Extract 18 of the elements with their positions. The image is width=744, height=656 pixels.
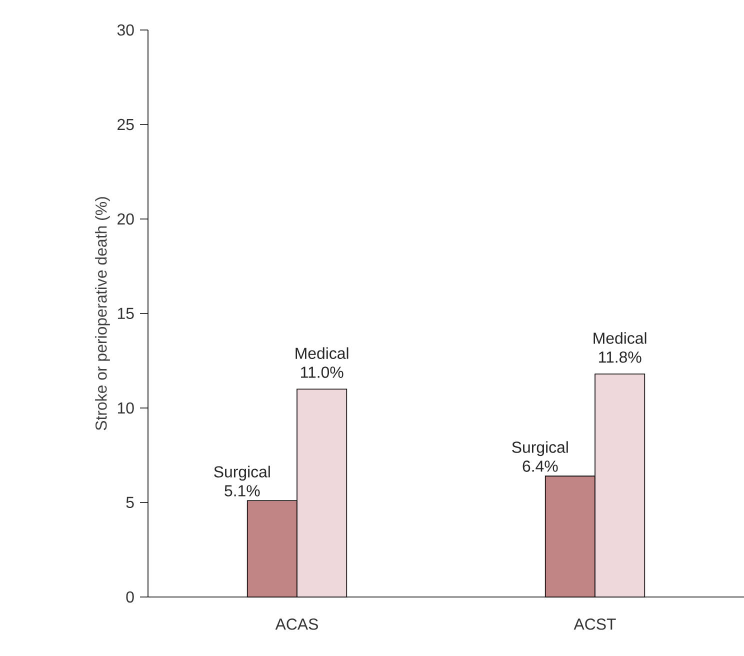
- y-tick-label: 10: [118, 402, 134, 414]
- text: Surgical: [512, 441, 568, 456]
- y-axis-title: Stroke or perioperative death (%): [95, 197, 110, 430]
- y-tick-label: 5: [126, 496, 134, 508]
- y-tick-label: 20: [118, 213, 134, 225]
- y-tick-label: 0: [126, 591, 134, 603]
- data-label: 11.0%: [301, 366, 344, 378]
- y-tick-label: 25: [118, 118, 134, 130]
- series-label: Surgical: [214, 466, 270, 481]
- x-tick-label: ACST: [574, 618, 616, 630]
- x-tick-label: ACAS: [275, 618, 318, 630]
- series-label: Medical: [296, 347, 348, 359]
- data-label: 5.1%: [224, 485, 260, 496]
- text: Medical: [594, 332, 646, 344]
- data-label: 11.8%: [599, 352, 642, 363]
- y-tick-label: 30: [117, 24, 134, 36]
- data-label: 6.4%: [522, 460, 558, 472]
- y-tick-label: 15: [118, 308, 134, 320]
